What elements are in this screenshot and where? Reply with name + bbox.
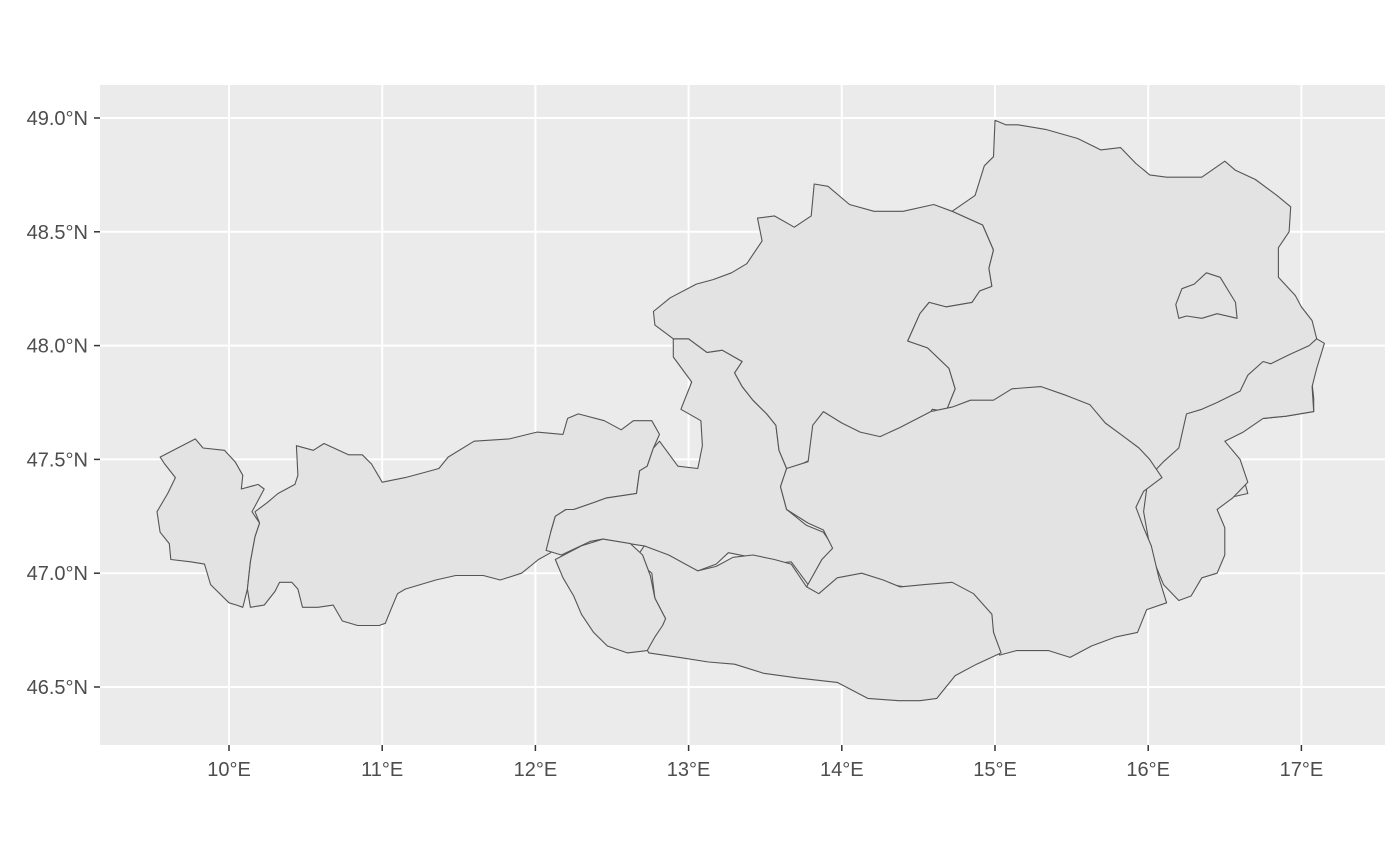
x-axis: 10°E 11°E 12°E 13°E 14°E 15°E 16°E 17°E	[207, 745, 1323, 781]
x-tick-label: 12°E	[514, 759, 558, 781]
y-tick-label: 47.0°N	[27, 563, 88, 585]
y-axis: 46.5°N 47.0°N 47.5°N 48.0°N 48.5°N 49.0°N	[27, 108, 100, 699]
x-tick-label: 13°E	[667, 759, 711, 781]
y-tick-label: 48.0°N	[27, 336, 88, 358]
y-tick-label: 46.5°N	[27, 677, 88, 699]
x-tick-label: 10°E	[207, 759, 251, 781]
y-tick-label: 48.5°N	[27, 222, 88, 244]
region-osttirol	[554, 538, 667, 654]
y-tick-label: 47.5°N	[27, 449, 88, 471]
region-burgenland	[1143, 338, 1325, 602]
region-vorarlberg	[156, 438, 265, 608]
x-tick-label: 15°E	[973, 759, 1017, 781]
map-regions	[156, 119, 1325, 702]
region-wien	[1175, 272, 1238, 319]
x-tick-label: 14°E	[820, 759, 864, 781]
x-tick-label: 16°E	[1126, 759, 1170, 781]
x-tick-label: 11°E	[361, 759, 403, 781]
y-tick-label: 49.0°N	[27, 108, 88, 130]
x-tick-label: 17°E	[1280, 759, 1324, 781]
